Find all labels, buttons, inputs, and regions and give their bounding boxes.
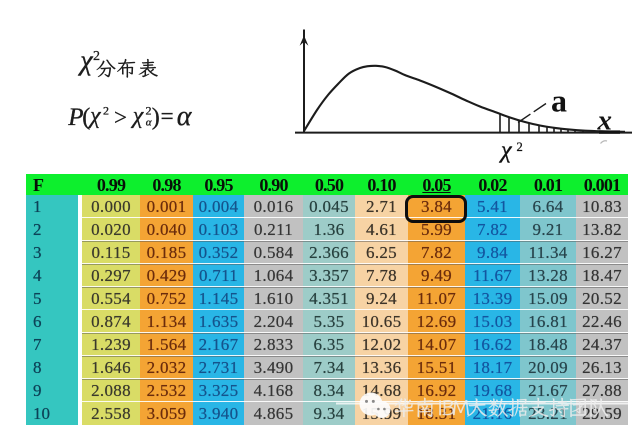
svg-text:α: α xyxy=(177,101,193,132)
svg-text:>: > xyxy=(114,105,127,130)
svg-text:): ) xyxy=(152,104,160,130)
svg-text:2: 2 xyxy=(146,103,152,117)
svg-text:=: = xyxy=(161,104,174,129)
svg-text:x: x xyxy=(597,104,613,136)
svg-text:χ: χ xyxy=(499,137,513,163)
svg-text:2: 2 xyxy=(517,140,523,154)
svg-text:2: 2 xyxy=(93,49,100,64)
svg-text:P: P xyxy=(67,104,83,131)
svg-text:χ: χ xyxy=(77,46,93,77)
svg-text:2: 2 xyxy=(103,103,109,117)
svg-text:χ: χ xyxy=(131,103,145,129)
svg-text:a: a xyxy=(551,83,567,119)
svg-text:(: ( xyxy=(82,104,90,130)
svg-text:α: α xyxy=(146,117,152,129)
svg-text:χ: χ xyxy=(88,103,102,129)
